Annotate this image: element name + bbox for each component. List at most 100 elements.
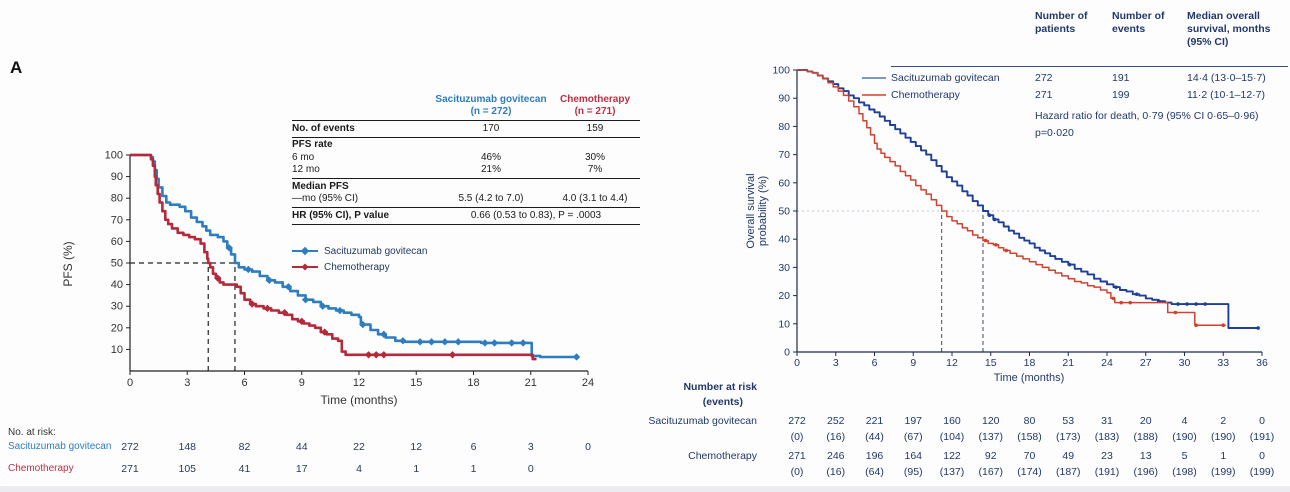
y-tick-label: 20	[778, 290, 790, 302]
os-legend-chemo-label: Chemotherapy	[891, 88, 960, 101]
y-tick-label: 100	[105, 150, 123, 162]
x-tick-label: 24	[1101, 357, 1113, 369]
os-events-value: (188)	[1133, 431, 1158, 443]
y-tick-label: 70	[111, 214, 123, 226]
os-risk-value: 160	[943, 415, 961, 427]
os-risk-row-label: Sacituzumab govitecan	[648, 415, 757, 427]
censor-diamond-icon	[280, 309, 289, 317]
x-tick-label: 21	[525, 377, 537, 389]
y-tick-label: 60	[111, 236, 123, 248]
risk-value: 1	[470, 463, 477, 475]
censor-dot-icon	[1185, 302, 1189, 306]
pfs-stats-table: Sacituzumab govitecan (n = 272) Chemothera…	[292, 92, 640, 225]
x-tick-label: 15	[410, 377, 422, 389]
blue-line-icon	[862, 76, 886, 79]
x-tick-label: 3	[833, 357, 839, 369]
os-events-value: (187)	[1055, 466, 1081, 478]
censor-diamond-icon	[572, 353, 581, 361]
km-curve-sacituzumab	[130, 153, 579, 359]
os-stats-value: 272	[1035, 72, 1053, 84]
risk-value: 6	[470, 441, 477, 453]
censor-diamond-icon	[481, 339, 489, 347]
censor-diamond-icon	[416, 338, 424, 346]
os-events-value: (137)	[939, 466, 965, 478]
os-risk-value: 122	[943, 450, 961, 462]
risk-value: 272	[121, 441, 139, 453]
censor-diamond-icon	[298, 317, 306, 325]
x-tick-label: 9	[299, 377, 305, 389]
censor-diamond-icon	[372, 351, 380, 359]
y-tick-label: 20	[111, 322, 123, 334]
red-line-icon	[862, 93, 886, 96]
y-tick-label: 90	[111, 171, 123, 183]
y-tick-label: 40	[111, 279, 123, 291]
censor-dot-icon	[983, 238, 988, 243]
os-risk-title: Number at risk	[683, 381, 757, 393]
os-legend-chemo: Chemotherapy	[862, 86, 1000, 103]
os-risk-value: 2	[1220, 415, 1227, 427]
censor-dot-icon	[992, 217, 997, 222]
x-tick-label: 3	[184, 377, 190, 389]
censor-dot-icon	[1176, 302, 1180, 306]
km-curve-sacituzumab	[797, 69, 1260, 329]
stats-col-header: Sacituzumab govitecan (n = 272)	[435, 93, 547, 118]
censor-diamond-icon	[519, 339, 527, 347]
censor-diamond-icon	[448, 351, 457, 359]
y-tick-label: 80	[778, 121, 790, 133]
pfs-legend-sg-label: Sacituzumab govitecan	[324, 245, 428, 257]
os-legend-sg-label: Sacituzumab govitecan	[891, 71, 1000, 84]
os-risk-value: 0	[1259, 450, 1265, 462]
x-tick-label: 18	[1024, 357, 1036, 369]
x-tick-label: 33	[1217, 357, 1229, 369]
os-stats-headers: Number of patients Number of events Median o…	[1035, 10, 1288, 49]
y-tick-label: 80	[111, 193, 123, 205]
os-stats-row: 272 191 14·4 (13·0–15·7)	[1035, 72, 1288, 85]
censor-diamond-icon	[320, 328, 329, 336]
os-stats-col-header: Number of events	[1112, 10, 1165, 35]
x-tick-label: 24	[582, 377, 594, 389]
x-tick-label: 0	[127, 377, 133, 389]
pfs-legend-sg: Sacituzumab govitecan	[292, 243, 427, 259]
os-events-value: (199)	[1210, 466, 1236, 478]
risk-value: 1	[413, 463, 420, 475]
x-tick-label: 0	[794, 357, 800, 369]
os-risk-value: 20	[1139, 415, 1152, 427]
risk-value: 4	[356, 463, 362, 475]
censor-diamond-icon	[490, 339, 499, 347]
os-events-value: (16)	[826, 431, 846, 443]
y-tick-label: 10	[778, 318, 790, 330]
risk-value: 0	[527, 463, 534, 475]
censor-diamond-icon	[336, 306, 344, 315]
stats-value: 170	[482, 122, 500, 134]
risk-row-label: Chemotherapy	[8, 463, 74, 474]
x-tick-label: 6	[241, 377, 247, 389]
stats-merged-value: 0.66 (0.53 to 0.83), P = .0003	[470, 209, 602, 221]
stats-row: PFS rate 6 mo 12 mo 46% 21% 30% 7%	[292, 136, 640, 179]
risk-value: 105	[178, 463, 197, 475]
y-tick-label: 50	[778, 206, 790, 218]
os-risk-value: 252	[826, 415, 845, 427]
risk-value: 0	[585, 441, 591, 453]
x-tick-label: 30	[1179, 357, 1191, 369]
km-curve-chemotherapy	[797, 69, 1226, 326]
os-risk-value: 80	[1023, 415, 1036, 427]
stats-value: 4.0 (3.1 to 4.4)	[562, 193, 628, 204]
x-tick-label: 36	[1256, 357, 1268, 369]
censor-dot-icon	[1194, 323, 1198, 328]
pfs-legend-chemo-label: Chemotherapy	[324, 261, 390, 273]
os-risk-value: 31	[1101, 415, 1113, 427]
censor-diamond-icon	[265, 276, 273, 284]
y-tick-label: 30	[111, 301, 123, 313]
os-stats-value: 199	[1112, 89, 1130, 101]
censor-diamond-icon	[244, 265, 252, 274]
censor-dot-icon	[1134, 292, 1139, 296]
y-tick-label: 40	[778, 234, 790, 246]
risk-value: 22	[353, 441, 365, 453]
blue-diamond-line-icon	[292, 246, 318, 256]
x-tick-label: 12	[946, 357, 958, 369]
os-stats-row: 271 199 11·2 (10·1–12·7)	[1035, 89, 1288, 102]
os-stats-col-header: Number of patients	[1035, 10, 1088, 35]
censor-diamond-icon	[427, 338, 436, 346]
stats-value: 30% 7%	[584, 151, 605, 176]
os-events-value: (198)	[1172, 466, 1197, 478]
